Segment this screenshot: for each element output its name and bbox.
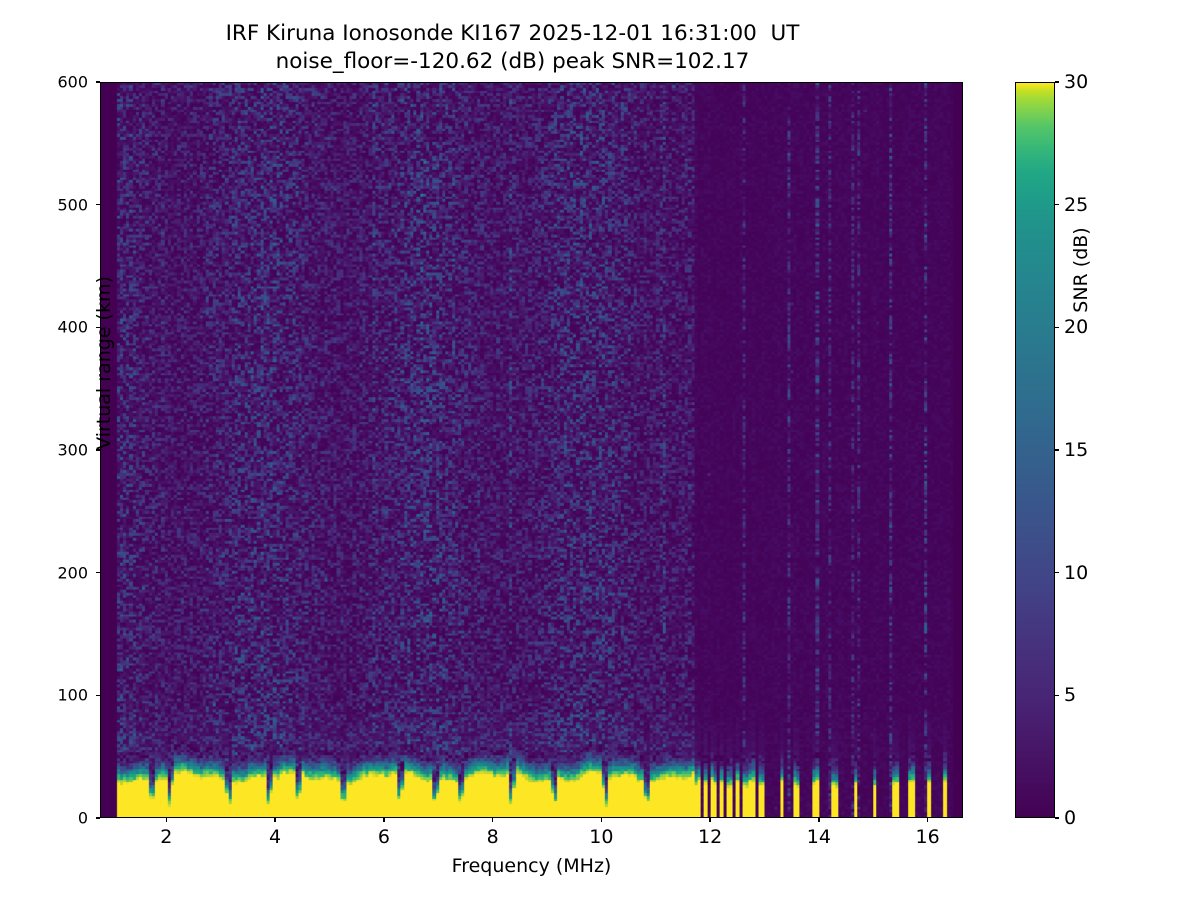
colorbar-tick-mark [1055, 326, 1060, 328]
x-tick-mark [274, 818, 276, 823]
colorbar-tick-mark [1055, 81, 1060, 83]
colorbar-tick-mark [1055, 817, 1060, 819]
chart-title: IRF Kiruna Ionosonde KI167 2025-12-01 16… [0, 20, 1025, 75]
y-tick-mark [95, 694, 100, 696]
title-line-1: IRF Kiruna Ionosonde KI167 2025-12-01 16… [225, 21, 800, 46]
plot-area[interactable] [100, 82, 963, 818]
y-tick-label: 400 [57, 317, 88, 337]
x-tick-label: 2 [160, 826, 173, 848]
y-tick-mark [95, 326, 100, 328]
colorbar-tick-mark [1055, 572, 1060, 574]
colorbar-tick-label: 25 [1064, 193, 1089, 216]
colorbar[interactable] [1015, 82, 1055, 818]
colorbar-tick-label: 10 [1064, 561, 1089, 584]
y-tick-mark [95, 572, 100, 574]
x-tick-label: 8 [486, 826, 499, 848]
title-line-2: noise_floor=-120.62 (dB) peak SNR=102.17 [275, 48, 750, 74]
y-tick-label: 600 [57, 72, 88, 92]
x-tick-mark [600, 818, 603, 823]
x-tick-mark [491, 818, 494, 823]
y-tick-mark [95, 204, 100, 206]
x-tick-mark [927, 818, 929, 823]
y-tick-label: 300 [57, 440, 88, 460]
x-tick-mark [165, 818, 167, 823]
y-axis-label: Virtual range (km) [93, 276, 115, 450]
x-tick-label: 16 [915, 826, 940, 848]
x-tick-label: 6 [377, 826, 390, 848]
x-tick-label: 10 [589, 826, 614, 848]
y-tick-label: 500 [57, 195, 88, 215]
colorbar-tick-label: 0 [1064, 807, 1077, 829]
y-tick-label: 200 [57, 563, 88, 583]
x-tick-mark [818, 818, 820, 823]
colorbar-tick-label: 20 [1064, 316, 1089, 339]
x-axis-label: Frequency (MHz) [451, 855, 612, 877]
colorbar-tick-label: 15 [1064, 439, 1089, 461]
x-tick-mark [383, 818, 385, 823]
y-tick-label: 0 [77, 808, 88, 828]
x-tick-label: 4 [269, 826, 282, 848]
x-tick-label: 12 [698, 826, 723, 848]
colorbar-tick-label: 5 [1064, 684, 1077, 707]
colorbar-label: SNR (dB) [1070, 227, 1092, 313]
colorbar-tick-label: 30 [1064, 71, 1089, 93]
colorbar-tick-mark [1055, 694, 1060, 696]
y-tick-label: 100 [57, 685, 88, 705]
x-tick-label: 14 [806, 826, 831, 848]
colorbar-tick-mark [1055, 449, 1060, 451]
x-tick-mark [709, 818, 711, 823]
ionogram-heatmap [101, 83, 962, 817]
y-tick-mark [95, 81, 100, 83]
y-tick-mark [95, 817, 100, 819]
colorbar-tick-mark [1055, 204, 1060, 206]
y-tick-mark [95, 449, 100, 451]
